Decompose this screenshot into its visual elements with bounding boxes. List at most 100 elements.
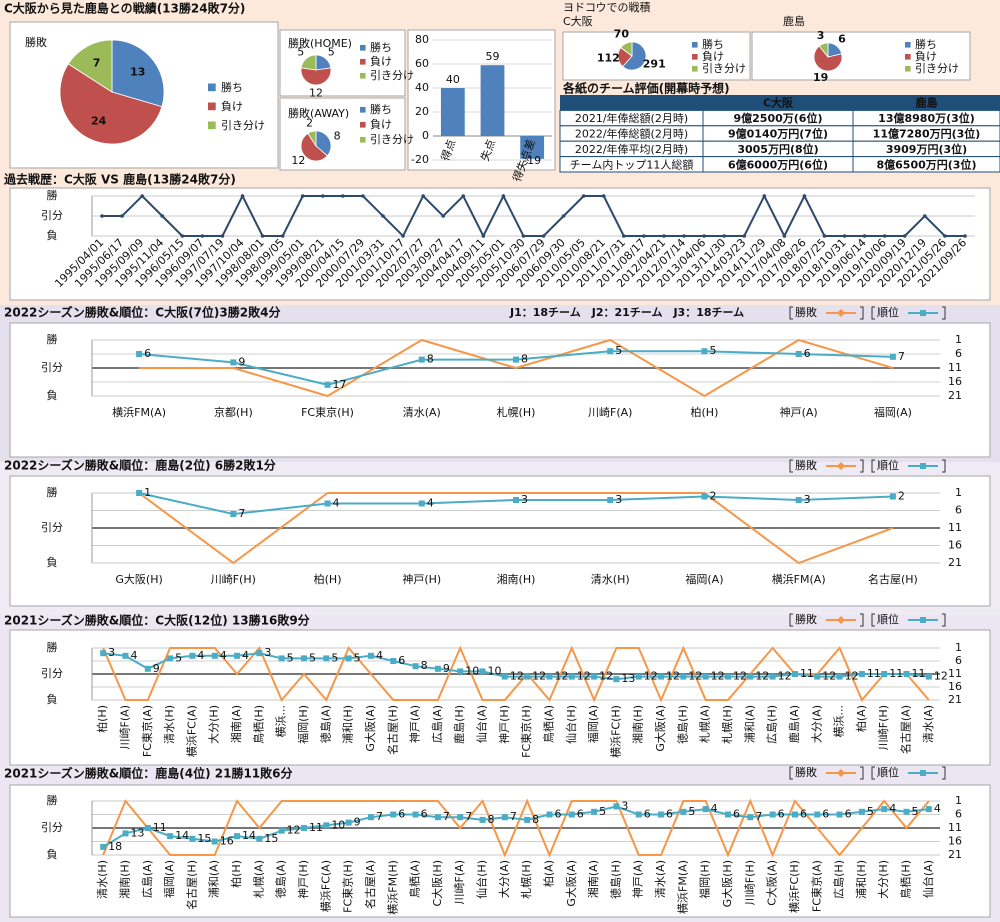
rank-label: 11 [912,667,926,680]
legend-label: 順位 [877,612,899,626]
rank-label: 12 [934,670,948,683]
rank-label: 10 [331,818,345,831]
point [180,234,185,238]
rank-marker [501,814,508,821]
point [461,194,466,198]
legend-label: 負け [221,100,243,113]
rank-label: 6 [666,808,673,821]
rank-label: 11 [800,667,814,680]
rank-label: 4 [130,649,137,662]
legend-label: 負け [702,50,724,63]
x-tick-label: 浦和(A) [208,860,221,898]
point [722,234,726,238]
x-tick-label: 札幌(H) [720,705,734,744]
legend-marker [920,310,926,316]
x-tick-label: FC東京(H) [341,860,355,913]
legend-label: 引き分け [370,68,414,82]
legend-label: 引き分け [370,132,414,146]
x-tick-label: 名古屋(A) [363,860,377,909]
legend-swatch [208,83,216,92]
point [481,234,486,238]
point [341,194,345,198]
rank-label: 6 [554,808,561,821]
rank-label: 2 [898,490,905,503]
pie-slice [307,130,317,148]
rank-label: 6 [778,808,785,821]
y2-tick-label: 16 [948,375,962,388]
series-line [102,805,929,848]
point [260,234,265,238]
table-header-bg [560,95,1000,111]
rank-marker [457,668,464,675]
rank-marker [881,671,888,677]
rank-label: 13 [130,826,144,839]
table-cell: 3005万円(8位) [737,142,818,156]
rank-label: 12 [688,670,702,683]
pie-slice [111,39,165,108]
legend-label: 負け [915,50,937,63]
rank-label: 12 [532,670,546,683]
rank-marker [345,655,352,662]
x-tick-label: G大阪(A) [363,705,377,752]
x-tick-label: 清水(A) [922,705,935,743]
pie-slice [315,130,332,157]
chart-heading: 2022シーズン勝敗&順位：C大阪(7位)3勝2敗4分 [4,305,280,320]
point [682,234,686,238]
legend-label: 勝敗 [795,612,817,626]
point [902,234,907,238]
x-tick-label: 浦和(A) [743,705,756,743]
point [200,234,205,238]
rank-marker [412,811,419,818]
value-label: 40 [446,73,460,86]
point [421,194,425,198]
x-tick-label: 名古屋(A) [899,705,913,754]
point [842,234,847,238]
rank-marker [434,814,441,821]
chart-frame [9,784,991,918]
legend-bracket [860,459,864,473]
x-tick-label: 徳島(A) [274,860,288,898]
x-tick-label: G大阪(H) [115,572,162,586]
bar [440,88,465,136]
pie-label: 70 [614,28,630,41]
rank-label: 5 [688,805,695,818]
legend-bracket [871,459,875,473]
rank-label: 6 [804,347,811,360]
x-tick-label: 湘南(H) [497,572,536,586]
legend-marker [920,463,926,469]
rank-label: 4 [376,649,383,662]
rank-label: 4 [220,649,227,662]
legend-swatch [360,137,366,143]
legend-bracket [860,766,864,780]
y-tick-label: 40 [415,81,429,94]
legend-swatch [208,121,216,130]
rank-label: 11 [867,667,881,680]
point [762,194,767,198]
legend-label: 負け [370,118,392,131]
legend-swatch [692,42,698,48]
pie-label: 291 [643,57,666,70]
chart-frame [9,475,991,607]
point [100,214,104,218]
rank-marker [323,655,330,662]
rank-marker [479,816,486,823]
legend-marker [837,309,845,317]
rank-label: 6 [733,808,740,821]
legend-label: 順位 [877,765,899,779]
rank-label: 7 [443,810,450,823]
rank-marker [418,356,425,363]
rank-label: 6 [800,808,807,821]
table-cell: 13億8980万(3位) [878,111,975,125]
legend-swatch [905,66,911,72]
x-tick-label: 仙台(H) [475,860,489,899]
rank-marker [230,511,237,517]
point [220,234,225,238]
x-tick-label: 横浜FM(A) [772,572,826,586]
rank-label: 12 [599,670,613,683]
legend-swatch [360,45,366,51]
point [521,234,526,238]
rank-marker [836,673,843,680]
rank-marker [324,500,331,507]
x-tick-label: C大阪(A) [765,860,779,906]
